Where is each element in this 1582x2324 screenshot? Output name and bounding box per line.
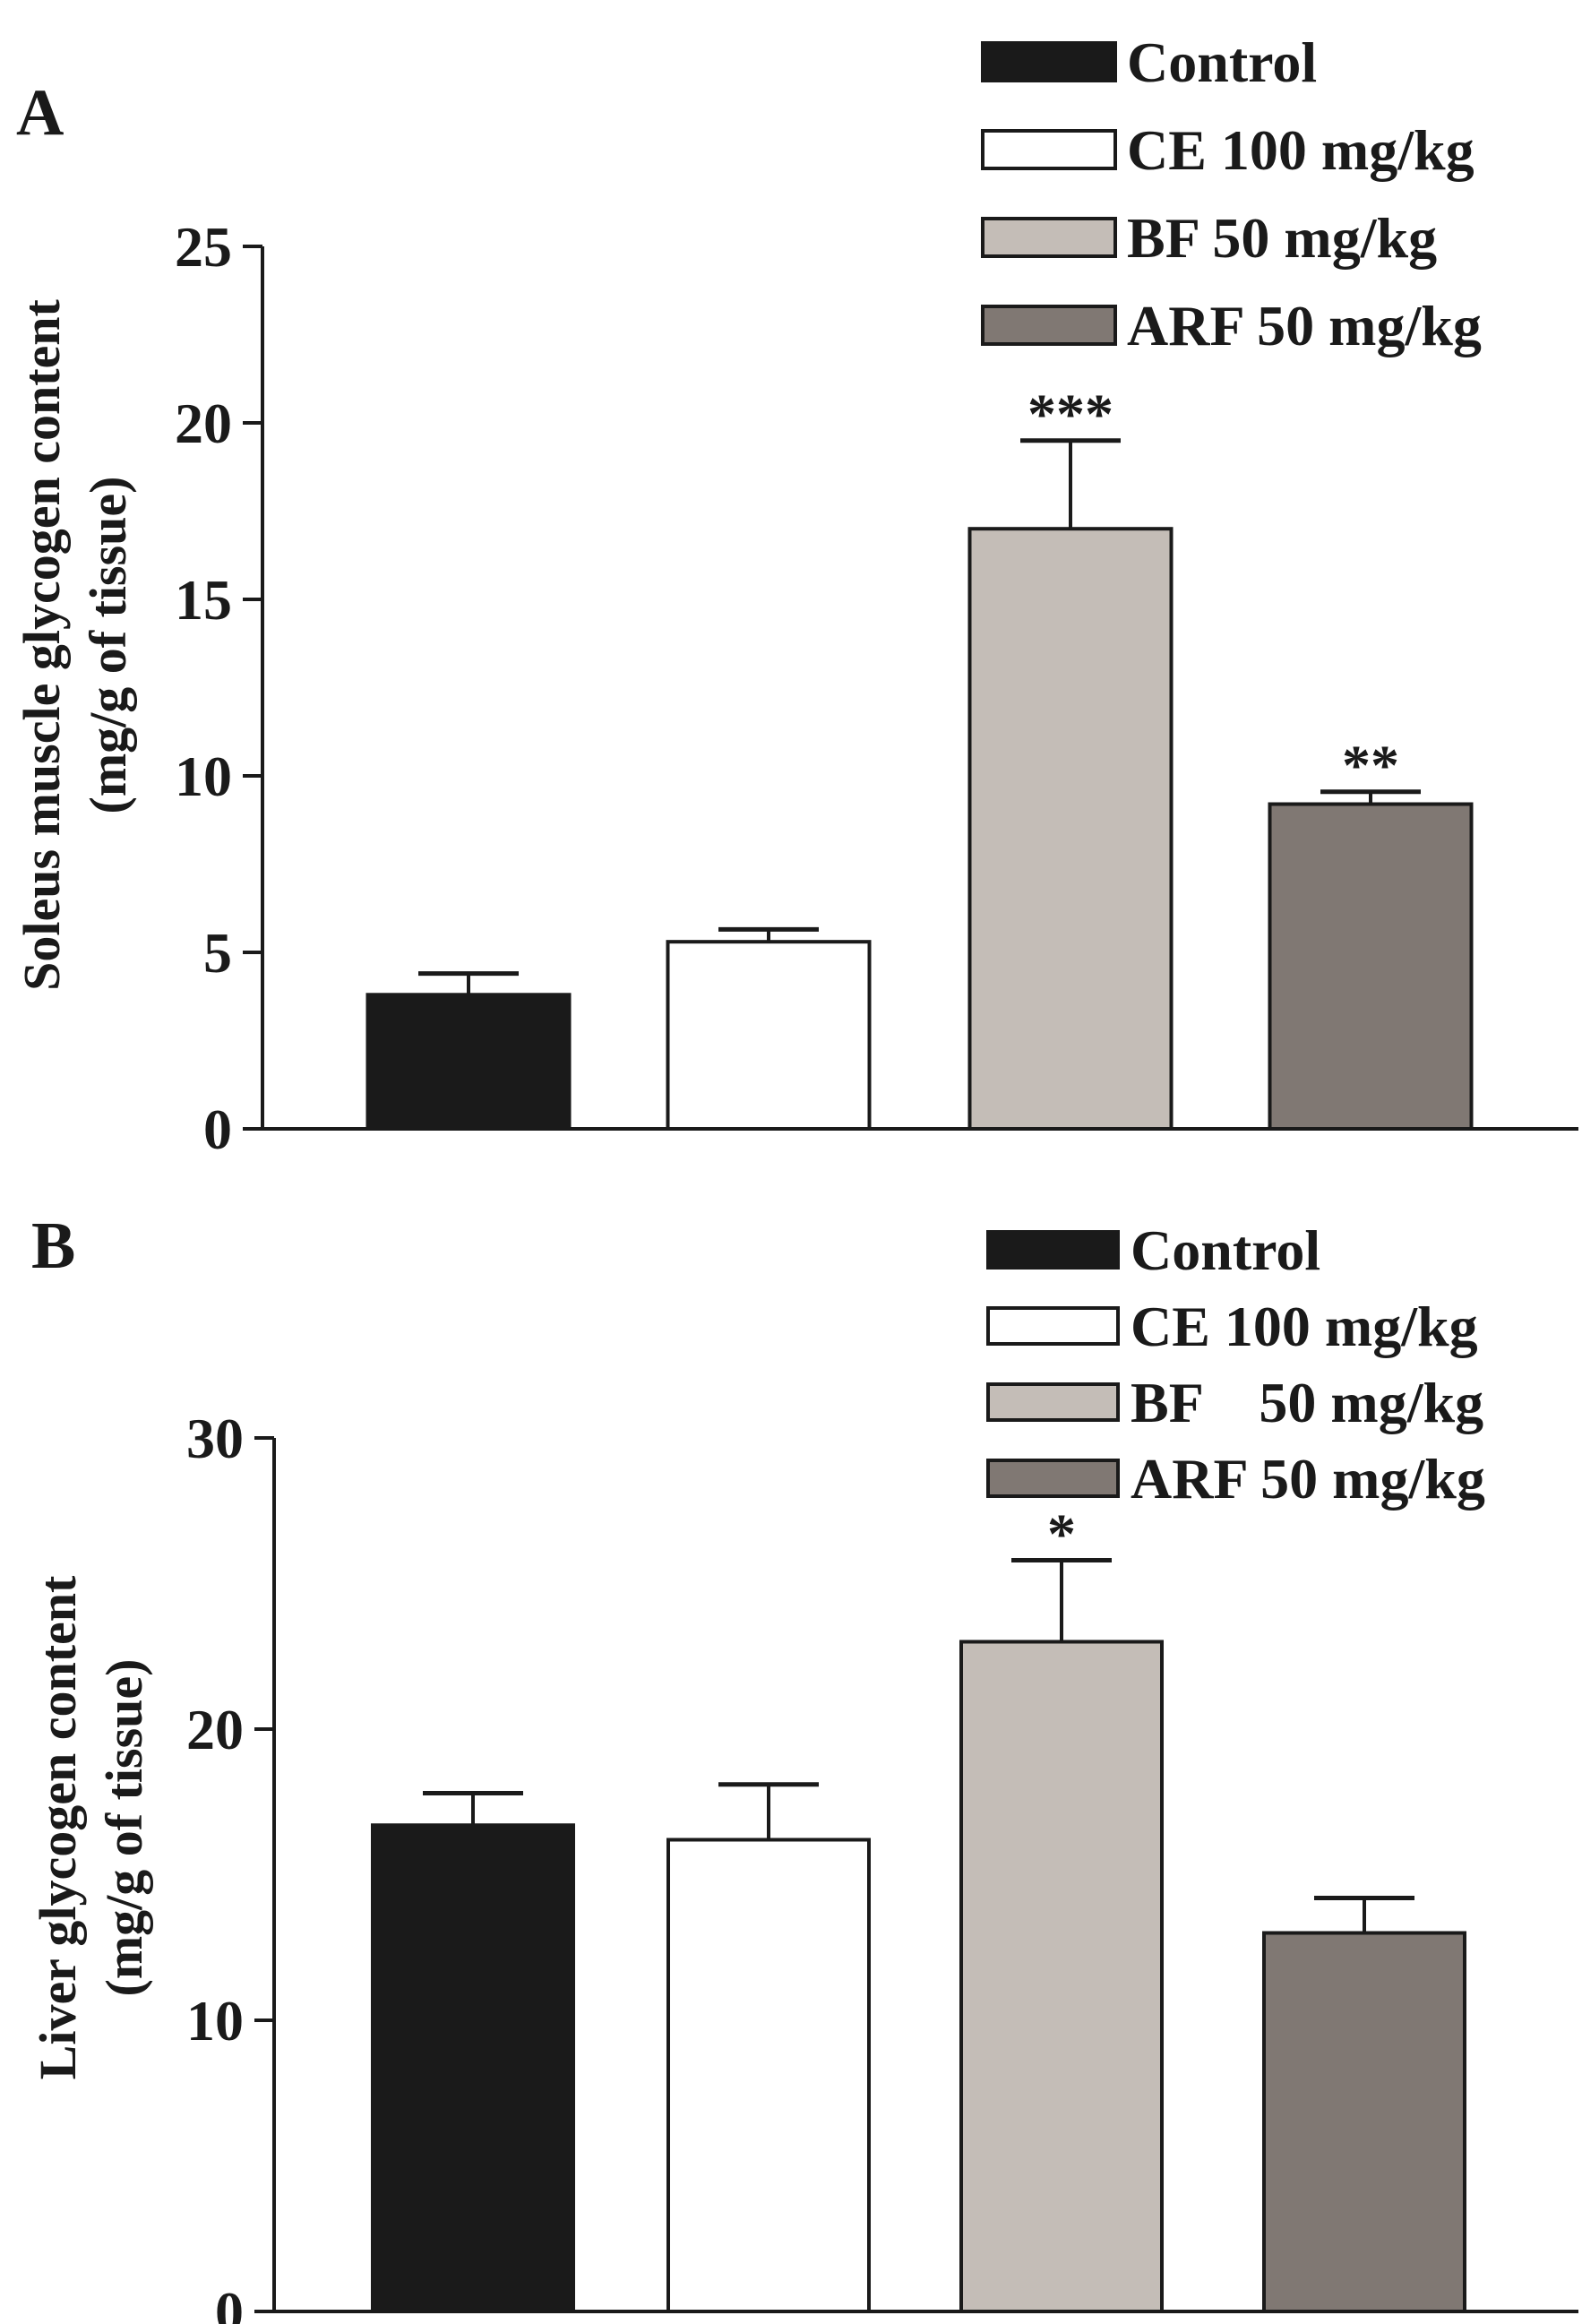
panel-a-legend-label-2: CE 100 mg/kg <box>1127 118 1475 182</box>
panel-b-legend-label-4: ARF 50 mg/kg <box>1131 1447 1485 1511</box>
panel-a-y-tick-label-2: 10 <box>175 745 232 808</box>
panel-b-label: B <box>31 1209 75 1283</box>
panel-a-y-tick-label-5: 25 <box>175 215 232 279</box>
panel-a-bar-1 <box>365 993 572 1132</box>
panel-a-y-axis-title-line2: (mg/g of tissue) <box>79 477 137 814</box>
panel-b-y-axis-title-line2: (mg/g of tissue) <box>95 1659 153 1997</box>
panel-b-bar-1 <box>371 1823 575 2313</box>
panel-a-bar-2 <box>666 940 872 1132</box>
panel-b-legend-swatch-3 <box>986 1382 1120 1422</box>
panel-a-legend-label-1: Control <box>1127 30 1317 94</box>
panel-a-y-tick-label-0: 0 <box>203 1097 232 1161</box>
panel-b-legend-swatch-2 <box>986 1306 1120 1346</box>
panel-a-y-axis-title-line1: Soleus muscle glycogen content <box>13 298 71 990</box>
panel-a-bar-3 <box>967 527 1174 1131</box>
panel-b-bar-4 <box>1262 1931 1466 2313</box>
panel-a-legend-swatch-1 <box>981 41 1117 82</box>
panel-a-y-tick-label-3: 15 <box>175 568 232 632</box>
panel-b-plot-area: * 0 10 20 30 Control CE 100 mg/kg BF 50 mg/kg AR… <box>186 1218 1578 2324</box>
panel-b-y-tick-label-2: 20 <box>186 1698 244 1761</box>
panel-a-legend-swatch-3 <box>981 217 1117 258</box>
panel-b-y-tick-label-0: 0 <box>215 2280 244 2324</box>
panel-a-y-tick-label-1: 5 <box>203 921 232 985</box>
panel-a: A Soleus muscle glycogen content (mg/g o… <box>13 30 1578 1161</box>
panel-a-legend-label-4: ARF 50 mg/kg <box>1127 294 1482 357</box>
panel-a-y-tick-label-4: 20 <box>175 392 232 455</box>
panel-a-legend-swatch-2 <box>981 129 1117 170</box>
panel-b-bar-2 <box>666 1838 871 2313</box>
panel-b-legend-label-1: Control <box>1131 1218 1320 1282</box>
panel-b: B Liver glycogen content (mg/g of tissue… <box>29 1209 1578 2324</box>
panel-a-significance-label-3: *** <box>1027 383 1113 446</box>
panel-b-legend-label-2: CE 100 mg/kg <box>1131 1295 1478 1358</box>
panel-b-significance-label-3: * <box>1047 1502 1076 1566</box>
panel-b-legend-swatch-1 <box>986 1230 1120 1270</box>
panel-b-y-axis-title-line1: Liver glycogen content <box>29 1575 87 2079</box>
panel-b-bar-3 <box>959 1640 1164 2313</box>
panel-b-y-tick-label-1: 10 <box>186 1989 244 2053</box>
panel-a-significance-label-4: ** <box>1342 734 1399 797</box>
panel-a-label: A <box>16 76 64 150</box>
panel-b-legend-swatch-4 <box>986 1459 1120 1498</box>
panel-a-bar-4 <box>1268 802 1474 1132</box>
panel-b-legend-label-3: BF 50 mg/kg <box>1131 1371 1483 1434</box>
panel-a-legend-label-3: BF 50 mg/kg <box>1127 206 1437 270</box>
panel-b-y-tick-label-3: 30 <box>186 1407 244 1470</box>
panel-a-legend-swatch-4 <box>981 305 1117 346</box>
